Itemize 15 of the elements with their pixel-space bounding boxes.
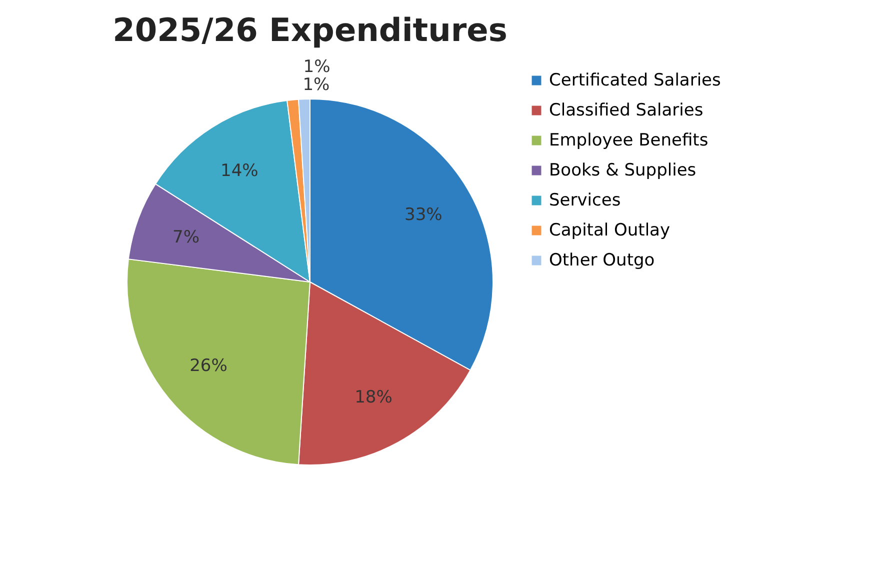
data-label: 14% xyxy=(220,160,258,181)
data-label: 33% xyxy=(404,204,442,225)
data-label: 7% xyxy=(172,227,200,248)
legend-label: Other Outgo xyxy=(549,250,655,270)
legend-label: Certificated Salaries xyxy=(549,70,722,90)
data-label: 1% xyxy=(302,75,330,96)
legend-label: Capital Outlay xyxy=(549,220,670,240)
data-label: 18% xyxy=(354,387,392,408)
chart-title: 2025/26 Expenditures xyxy=(112,11,508,50)
legend-label: Employee Benefits xyxy=(549,130,708,150)
data-label: 26% xyxy=(190,356,228,376)
legend-label: Services xyxy=(549,190,621,210)
legend-label: Books & Supplies xyxy=(549,160,696,180)
data-label: 1% xyxy=(303,57,330,78)
legend-label: Classified Salaries xyxy=(549,100,704,120)
